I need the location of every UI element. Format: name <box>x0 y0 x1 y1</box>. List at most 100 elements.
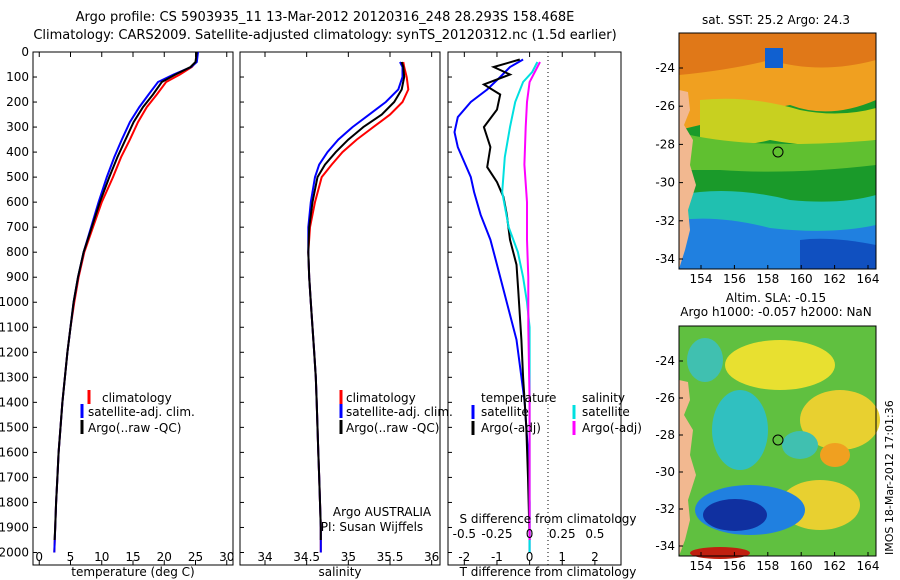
legend-s-satellite: satellite <box>582 405 630 419</box>
argo-australia-label: Argo AUSTRALIA <box>333 505 432 519</box>
map-x-tick-label: 164 <box>857 272 880 286</box>
s-tick-label: -0.25 <box>481 527 512 541</box>
y-tick-label: 800 <box>6 245 29 259</box>
series-line-temperature-satellite <box>453 58 531 553</box>
legend-t-satellite: satellite <box>481 405 529 419</box>
map-x-tick-label: 160 <box>790 559 813 573</box>
x-tick-label: 20 <box>157 550 172 564</box>
y-tick-label: 1200 <box>0 345 29 359</box>
x-tick-label: 10 <box>94 550 109 564</box>
legend-satellite: satellite-adj. clim. <box>346 405 453 419</box>
temperature-xlabel: temperature (deg C) <box>71 565 194 579</box>
y-tick-label: 1300 <box>0 370 29 384</box>
y-tick-label: 100 <box>6 70 29 84</box>
temperature-axes <box>32 51 234 566</box>
map-x-tick-label: 158 <box>756 559 779 573</box>
series-line-argo-raw-qc- <box>307 61 406 540</box>
s-tick-label: 0 <box>526 527 534 541</box>
legend-climatology: climatology <box>102 391 172 405</box>
x-tick-label: 36 <box>424 550 439 564</box>
salinity-legend: climatology satellite-adj. clim. Argo(..… <box>321 390 453 534</box>
y-tick-label: 1600 <box>0 445 29 459</box>
map-x-tick-label: 156 <box>723 272 746 286</box>
sla-map <box>678 325 880 559</box>
map-x-tick-label: 156 <box>723 559 746 573</box>
x-tick-label: 34.5 <box>293 550 320 564</box>
y-tick-label: 1000 <box>0 295 29 309</box>
s-tick-label: 0.25 <box>549 527 576 541</box>
title-line-1: Argo profile: CS 5903935_11 13-Mar-2012 … <box>75 10 575 25</box>
map-y-tick-label: -34 <box>655 539 675 553</box>
y-tick-label: 200 <box>6 95 29 109</box>
y-tick-label: 500 <box>6 170 29 184</box>
map-y-tick-label: -24 <box>655 354 675 368</box>
series-line-salinity-argo-adj- <box>523 61 541 540</box>
sla-map-title-2: Argo h1000: -0.057 h2000: NaN <box>680 305 872 319</box>
x-tick-label: 0 <box>526 550 534 564</box>
map-y-tick-label: -30 <box>655 176 675 190</box>
map-y-tick-label: -24 <box>655 61 675 75</box>
salinity-axes <box>239 51 441 566</box>
x-tick-label: 34 <box>257 550 272 564</box>
x-tick-label: 35 <box>341 550 356 564</box>
difference-axes <box>447 51 622 566</box>
x-tick-label: -2 <box>458 550 470 564</box>
legend-temperature-title: temperature <box>481 391 556 405</box>
s-tick-label: 0.5 <box>585 527 604 541</box>
map-y-tick-label: -28 <box>655 428 675 442</box>
y-tick-label: 1800 <box>0 495 29 509</box>
x-tick-label: 15 <box>125 550 140 564</box>
x-tick-label: 35.5 <box>377 550 404 564</box>
legend-argo: Argo(..raw -QC) <box>346 421 439 435</box>
map-x-tick-label: 162 <box>823 272 846 286</box>
x-tick-label: -1 <box>491 550 503 564</box>
map-x-tick-label: 154 <box>690 559 713 573</box>
s-tick-label: -0.5 <box>453 527 476 541</box>
y-tick-label: 0 <box>21 45 29 59</box>
y-tick-label: 1400 <box>0 395 29 409</box>
imos-timestamp: IMOS 18-Mar-2012 17:01:36 <box>883 400 896 555</box>
legend-salinity-title: salinity <box>582 391 625 405</box>
y-tick-label: 600 <box>6 195 29 209</box>
map-y-tick-label: -26 <box>655 99 675 113</box>
x-tick-label: 2 <box>591 550 599 564</box>
map-x-tick-label: 158 <box>756 272 779 286</box>
y-tick-label: 700 <box>6 220 29 234</box>
y-tick-label: 1100 <box>0 320 29 334</box>
legend-satellite: satellite-adj. clim. <box>88 405 195 419</box>
map-y-tick-label: -32 <box>655 214 675 228</box>
map-y-tick-label: -30 <box>655 465 675 479</box>
map-y-tick-label: -28 <box>655 137 675 151</box>
sla-map-title-1: Altim. SLA: -0.15 <box>726 291 826 305</box>
y-tick-label: 300 <box>6 120 29 134</box>
legend-s-argo: Argo(-adj) <box>582 421 642 435</box>
difference-legend: temperature salinity satellite Argo(-adj… <box>471 391 642 435</box>
x-tick-label: 0 <box>35 550 43 564</box>
series-line-argo-raw-qc- <box>53 52 198 541</box>
salinity-xlabel: salinity <box>318 565 361 579</box>
argo-location-marker <box>772 146 784 158</box>
x-tick-label: 30 <box>219 550 234 564</box>
map-y-tick-label: -34 <box>655 252 675 266</box>
legend-argo: Argo(..raw -QC) <box>88 421 181 435</box>
y-tick-label: 400 <box>6 145 29 159</box>
y-tick-label: 1500 <box>0 420 29 434</box>
map-x-tick-label: 162 <box>823 559 846 573</box>
pi-label: PI: Susan Wijffels <box>321 520 423 534</box>
map-y-tick-label: -32 <box>655 502 675 516</box>
y-tick-label: 2000 <box>0 545 29 559</box>
y-tick-label: 1700 <box>0 470 29 484</box>
legend-t-argo: Argo(-adj) <box>481 421 541 435</box>
sst-map <box>678 32 877 270</box>
sst-map-title: sat. SST: 25.2 Argo: 24.3 <box>702 13 850 27</box>
title-line-2: Climatology: CARS2009. Satellite-adjuste… <box>33 28 617 43</box>
temperature-legend: climatology satellite-adj. clim. Argo(..… <box>80 390 195 435</box>
map-x-tick-label: 164 <box>857 559 880 573</box>
map-x-tick-label: 154 <box>690 272 713 286</box>
x-tick-label: 25 <box>188 550 203 564</box>
argo-location-marker <box>772 434 784 446</box>
y-tick-label: 1900 <box>0 520 29 534</box>
x-tick-label: 5 <box>67 550 75 564</box>
x-tick-label: 1 <box>558 550 566 564</box>
